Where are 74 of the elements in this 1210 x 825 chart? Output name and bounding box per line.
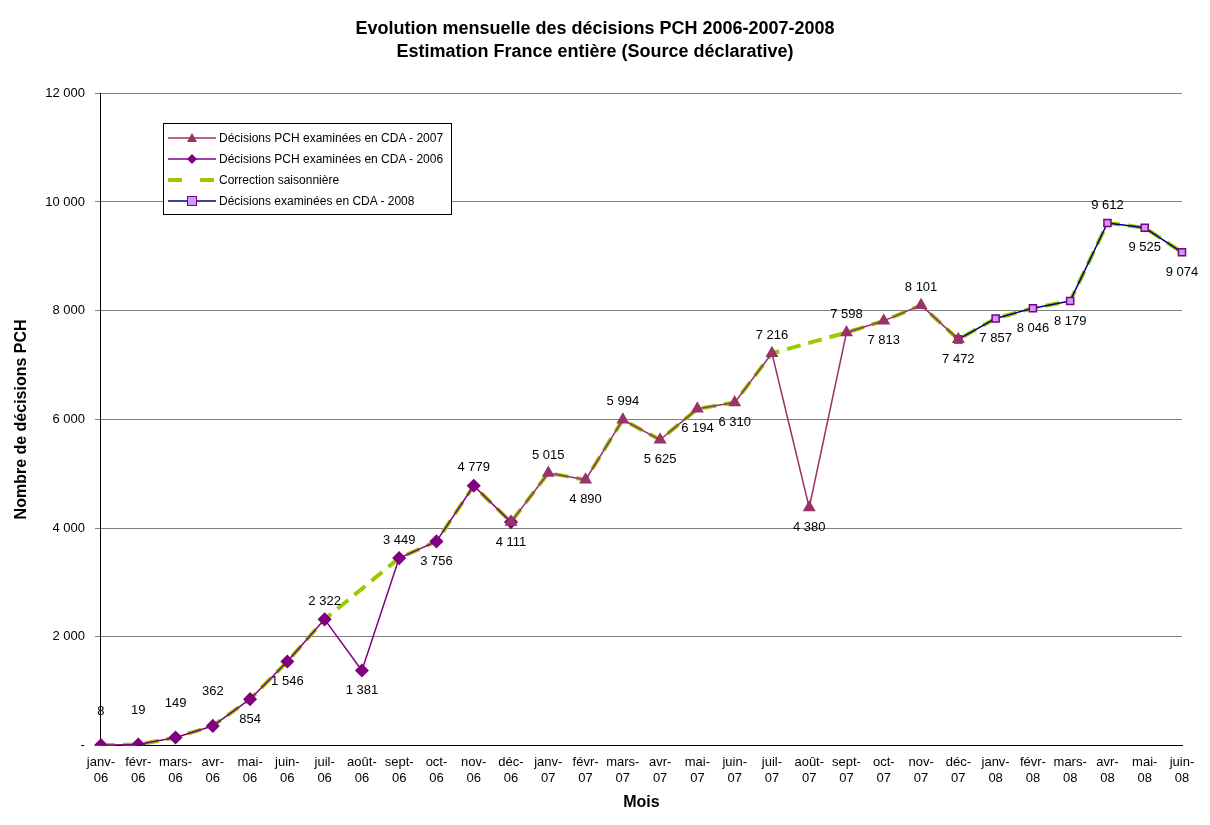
chart-subtitle: Estimation France entière (Source déclarative) [396, 41, 794, 62]
x-tick-label: juil-07 [760, 753, 783, 785]
x-tick-label: sept-06 [384, 753, 414, 785]
data-label: 8 179 [1053, 312, 1087, 328]
x-tick-label: août-07 [794, 753, 825, 785]
x-tick-label: déc-06 [498, 753, 524, 785]
legend-label: Décisions examinées en CDA - 2008 [219, 193, 415, 208]
x-tick-label: déc-07 [945, 753, 971, 785]
y-tick-label: 8 000 [52, 302, 85, 318]
x-tick-label: janv-08 [980, 753, 1010, 785]
y-tick-label: - [80, 737, 85, 753]
data-label: 7 813 [867, 332, 901, 348]
y-axis-title: Nombre de décisions PCH [12, 319, 30, 520]
data-label: 6 194 [681, 420, 714, 436]
data-label: 19 [131, 702, 146, 718]
data-label: 3 756 [420, 552, 453, 568]
legend-label: Décisions PCH examinées en CDA - 2007 [219, 130, 444, 145]
data-label: 149 [164, 695, 187, 711]
data-label: 5 015 [532, 446, 565, 462]
data-label: 9 612 [1091, 196, 1124, 212]
data-label: 1 546 [271, 673, 304, 689]
x-tick-label: nov-07 [908, 753, 934, 785]
x-tick-label: mars-07 [606, 753, 640, 785]
x-tick-label: mars-06 [158, 753, 193, 785]
y-tick-label: 10 000 [45, 193, 85, 209]
data-label: 9 074 [1165, 263, 1199, 279]
data-label: 7 216 [755, 326, 789, 342]
data-label: 9 525 [1128, 239, 1161, 255]
x-tick-label: janv-07 [533, 753, 563, 785]
x-tick-label: mai-06 [237, 753, 263, 785]
data-label: 7 472 [942, 350, 975, 366]
x-tick-label: févr-06 [125, 753, 152, 785]
legend-label: Correction saisonnière [219, 172, 340, 187]
x-tick-label: mai-07 [684, 753, 711, 785]
data-label: 3 449 [382, 531, 416, 547]
data-label: 5 625 [643, 451, 677, 467]
y-tick-label: 12 000 [45, 84, 85, 100]
x-tick-label: juin-08 [1168, 753, 1195, 785]
data-label: 7 598 [830, 306, 863, 322]
x-tick-label: sept-07 [832, 753, 861, 785]
y-tick-label: 6 000 [52, 410, 85, 426]
data-label: 362 [201, 683, 224, 699]
x-tick-label: janv-06 [85, 753, 116, 785]
x-tick-label: juin-06 [274, 753, 300, 785]
x-tick-label: févr-07 [572, 753, 599, 785]
x-tick-label: oct-06 [425, 753, 448, 785]
data-label: 8 046 [1016, 319, 1050, 335]
x-tick-label: oct-07 [872, 753, 895, 785]
x-tick-label: févr-08 [1019, 753, 1046, 785]
data-label: 854 [239, 710, 261, 726]
x-tick-label: mars-08 [1053, 753, 1087, 785]
x-tick-label: mai-08 [1132, 753, 1158, 785]
x-tick-label: avr-07 [648, 753, 672, 785]
x-axis-title: Mois [623, 792, 660, 810]
data-label: 7 857 [979, 330, 1012, 346]
y-tick-label: 2 000 [52, 628, 85, 644]
x-tick-label: nov-06 [461, 753, 487, 785]
legend-label: Décisions PCH examinées en CDA - 2006 [219, 151, 444, 166]
x-tick-label: avr-06 [201, 753, 224, 785]
data-label: 5 994 [606, 393, 640, 409]
data-label: 1 381 [345, 682, 379, 698]
x-tick-label: juin-07 [721, 753, 747, 785]
data-label: 4 779 [457, 459, 491, 475]
y-tick-label: 4 000 [52, 519, 85, 535]
x-tick-label: avr-08 [1096, 753, 1119, 785]
data-label: 4 111 [495, 533, 527, 549]
x-tick-label: août-06 [347, 753, 377, 785]
data-label: 4 380 [792, 519, 826, 535]
chart-title: Evolution mensuelle des décisions PCH 2006-2007-2008 [355, 17, 835, 38]
data-label: 8 101 [904, 278, 938, 294]
data-label: 2 322 [308, 592, 341, 608]
x-tick-label: juil-06 [313, 753, 335, 785]
data-label: 6 310 [718, 414, 751, 430]
data-label: 4 890 [569, 491, 602, 507]
